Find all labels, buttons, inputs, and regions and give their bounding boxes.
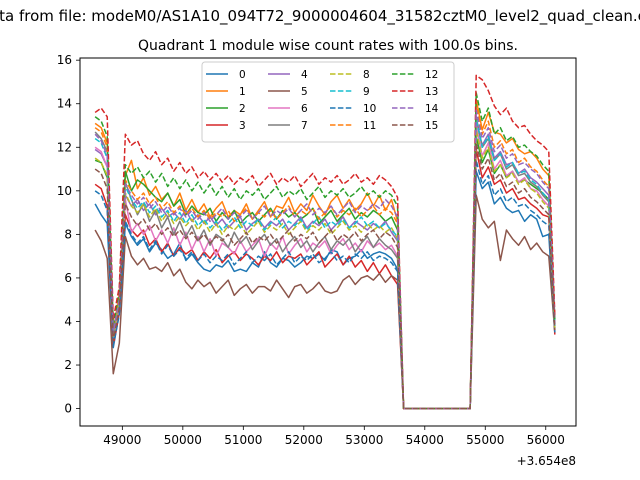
legend-label-6: 6: [301, 103, 308, 115]
x-tick-label: 55000: [466, 433, 504, 447]
series-line-0: [94, 170, 556, 410]
y-tick-label: 16: [57, 53, 72, 67]
x-offset-label: +3.654e8: [517, 454, 576, 468]
series-line-10: [94, 159, 556, 410]
legend-label-4: 4: [301, 69, 308, 81]
legend-box: [201, 61, 455, 143]
series-line-5: [94, 194, 556, 410]
y-tick-label: 2: [64, 358, 72, 372]
x-tick-label: 53000: [345, 433, 383, 447]
series-line-15: [94, 142, 556, 410]
series-line-13: [94, 74, 556, 410]
series-line-9: [94, 118, 556, 410]
axes-frame: [79, 57, 577, 427]
legend-label-13: 13: [425, 86, 438, 98]
series-layer: [94, 74, 556, 410]
legend-label-9: 9: [363, 86, 370, 98]
legend-label-2: 2: [239, 103, 246, 115]
x-tick-label: 52000: [285, 433, 323, 447]
legend-label-14: 14: [425, 103, 439, 115]
legend-label-12: 12: [425, 69, 438, 81]
legend-label-1: 1: [239, 86, 246, 98]
legend-label-7: 7: [301, 120, 308, 132]
legend-label-3: 3: [239, 120, 246, 132]
legend-label-8: 8: [363, 69, 370, 81]
x-tick-label: 50000: [164, 433, 202, 447]
y-tick-label: 4: [64, 314, 72, 328]
series-line-2: [94, 135, 556, 410]
series-line-12: [94, 92, 556, 410]
x-axis-ticks: 49000 50000 51000 52000 53000 54000 55000 56000: [103, 426, 565, 447]
legend-label-5: 5: [301, 86, 308, 98]
y-tick-label: 0: [64, 402, 72, 416]
legend-label-0: 0: [239, 69, 246, 81]
y-tick-label: 8: [64, 227, 72, 241]
x-tick-label: 56000: [527, 433, 565, 447]
series-line-14: [94, 109, 556, 410]
y-axis-ticks: 0 2 4 6 8 10 12 14 16: [57, 53, 80, 416]
y-tick-label: 12: [57, 140, 72, 154]
x-tick-label: 54000: [406, 433, 444, 447]
legend-label-10: 10: [363, 103, 376, 115]
x-tick-label: 49000: [103, 433, 141, 447]
chart-title: Quadrant 1 module wise count rates with …: [138, 38, 518, 54]
figure-suptitle: Data from file: modeM0/AS1A10_094T72_900…: [0, 7, 640, 26]
legend-label-11: 11: [363, 120, 376, 132]
x-tick-label: 51000: [224, 433, 262, 447]
legend-label-15: 15: [425, 120, 438, 132]
y-tick-label: 6: [64, 271, 72, 285]
y-tick-label: 10: [57, 184, 72, 198]
series-line-8: [94, 129, 556, 410]
y-tick-label: 14: [57, 97, 72, 111]
